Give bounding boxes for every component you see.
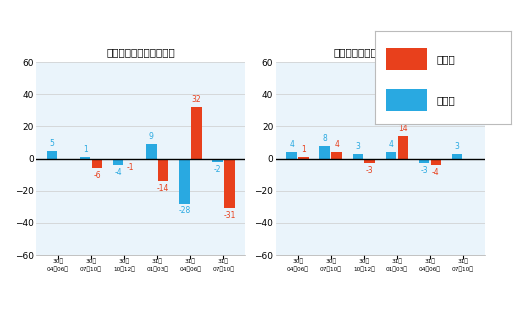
Text: 実　績: 実 績 xyxy=(436,54,455,64)
Text: 31年: 31年 xyxy=(425,258,436,264)
Bar xyxy=(386,89,427,111)
Title: 総受注金額指数（全国）: 総受注金額指数（全国） xyxy=(106,47,175,57)
Text: 31年: 31年 xyxy=(218,258,229,264)
Text: -4: -4 xyxy=(115,168,122,177)
Bar xyxy=(125,159,135,160)
Text: 04月06月: 04月06月 xyxy=(47,266,69,272)
Text: 04月06月: 04月06月 xyxy=(287,266,308,272)
Text: 1: 1 xyxy=(301,145,306,154)
Text: -4: -4 xyxy=(432,168,440,177)
Bar xyxy=(224,159,234,208)
Text: 4: 4 xyxy=(389,140,393,149)
Text: 30年: 30年 xyxy=(85,258,96,264)
Text: 30年: 30年 xyxy=(53,258,64,264)
Bar xyxy=(419,159,429,164)
Text: -31: -31 xyxy=(223,211,235,220)
Text: 14: 14 xyxy=(398,124,407,133)
Bar xyxy=(80,157,90,159)
Text: -6: -6 xyxy=(93,171,101,180)
Text: 01月03月: 01月03月 xyxy=(146,266,168,272)
Text: 07月10月: 07月10月 xyxy=(452,266,474,272)
Text: 31年: 31年 xyxy=(391,258,402,264)
Text: 30年: 30年 xyxy=(119,258,130,264)
Bar xyxy=(47,151,57,159)
Bar xyxy=(386,152,396,159)
Bar xyxy=(287,152,297,159)
Text: 30年: 30年 xyxy=(358,258,369,264)
Bar xyxy=(431,159,441,165)
Text: 5: 5 xyxy=(49,139,55,148)
Text: 4: 4 xyxy=(334,140,339,149)
Text: 30年: 30年 xyxy=(325,258,336,264)
Text: 3: 3 xyxy=(455,142,460,151)
Text: 04月06月: 04月06月 xyxy=(179,266,201,272)
Bar xyxy=(179,159,190,204)
Text: -14: -14 xyxy=(157,184,169,193)
Bar xyxy=(146,144,156,159)
Text: 04月06月: 04月06月 xyxy=(419,266,441,272)
Text: 4: 4 xyxy=(289,140,294,149)
Bar xyxy=(319,146,330,159)
Text: -1: -1 xyxy=(126,163,134,172)
Text: 10月12月: 10月12月 xyxy=(113,266,135,272)
Text: 30年: 30年 xyxy=(292,258,303,264)
Bar xyxy=(299,157,309,159)
Text: 31年: 31年 xyxy=(152,258,163,264)
Text: 07月10月: 07月10月 xyxy=(213,266,234,272)
Bar xyxy=(331,152,342,159)
Text: 07月10月: 07月10月 xyxy=(320,266,342,272)
Text: 31年: 31年 xyxy=(185,258,196,264)
Bar xyxy=(158,159,168,181)
Text: 9: 9 xyxy=(149,132,154,141)
Text: 07月10月: 07月10月 xyxy=(80,266,102,272)
Text: 3: 3 xyxy=(355,142,361,151)
Text: 32: 32 xyxy=(191,95,201,104)
Text: -28: -28 xyxy=(178,207,191,216)
Text: 1: 1 xyxy=(83,145,88,154)
Bar xyxy=(353,154,363,159)
Bar xyxy=(398,136,408,159)
Bar xyxy=(386,48,427,70)
Bar xyxy=(191,107,202,159)
Bar xyxy=(212,159,222,162)
Bar xyxy=(113,159,123,165)
Text: 01月03月: 01月03月 xyxy=(386,266,408,272)
Bar xyxy=(452,154,462,159)
Bar xyxy=(365,159,375,164)
Text: 10月12月: 10月12月 xyxy=(353,266,375,272)
Text: -3: -3 xyxy=(366,166,374,175)
Text: 8: 8 xyxy=(322,134,327,143)
Text: 31年: 31年 xyxy=(457,258,468,264)
Text: 見通し: 見通し xyxy=(436,95,455,105)
Title: １戸当り受注床面積指数（全国）: １戸当り受注床面積指数（全国） xyxy=(333,47,427,57)
Text: -2: -2 xyxy=(214,165,221,174)
Bar xyxy=(92,159,102,168)
Text: -3: -3 xyxy=(420,166,428,175)
